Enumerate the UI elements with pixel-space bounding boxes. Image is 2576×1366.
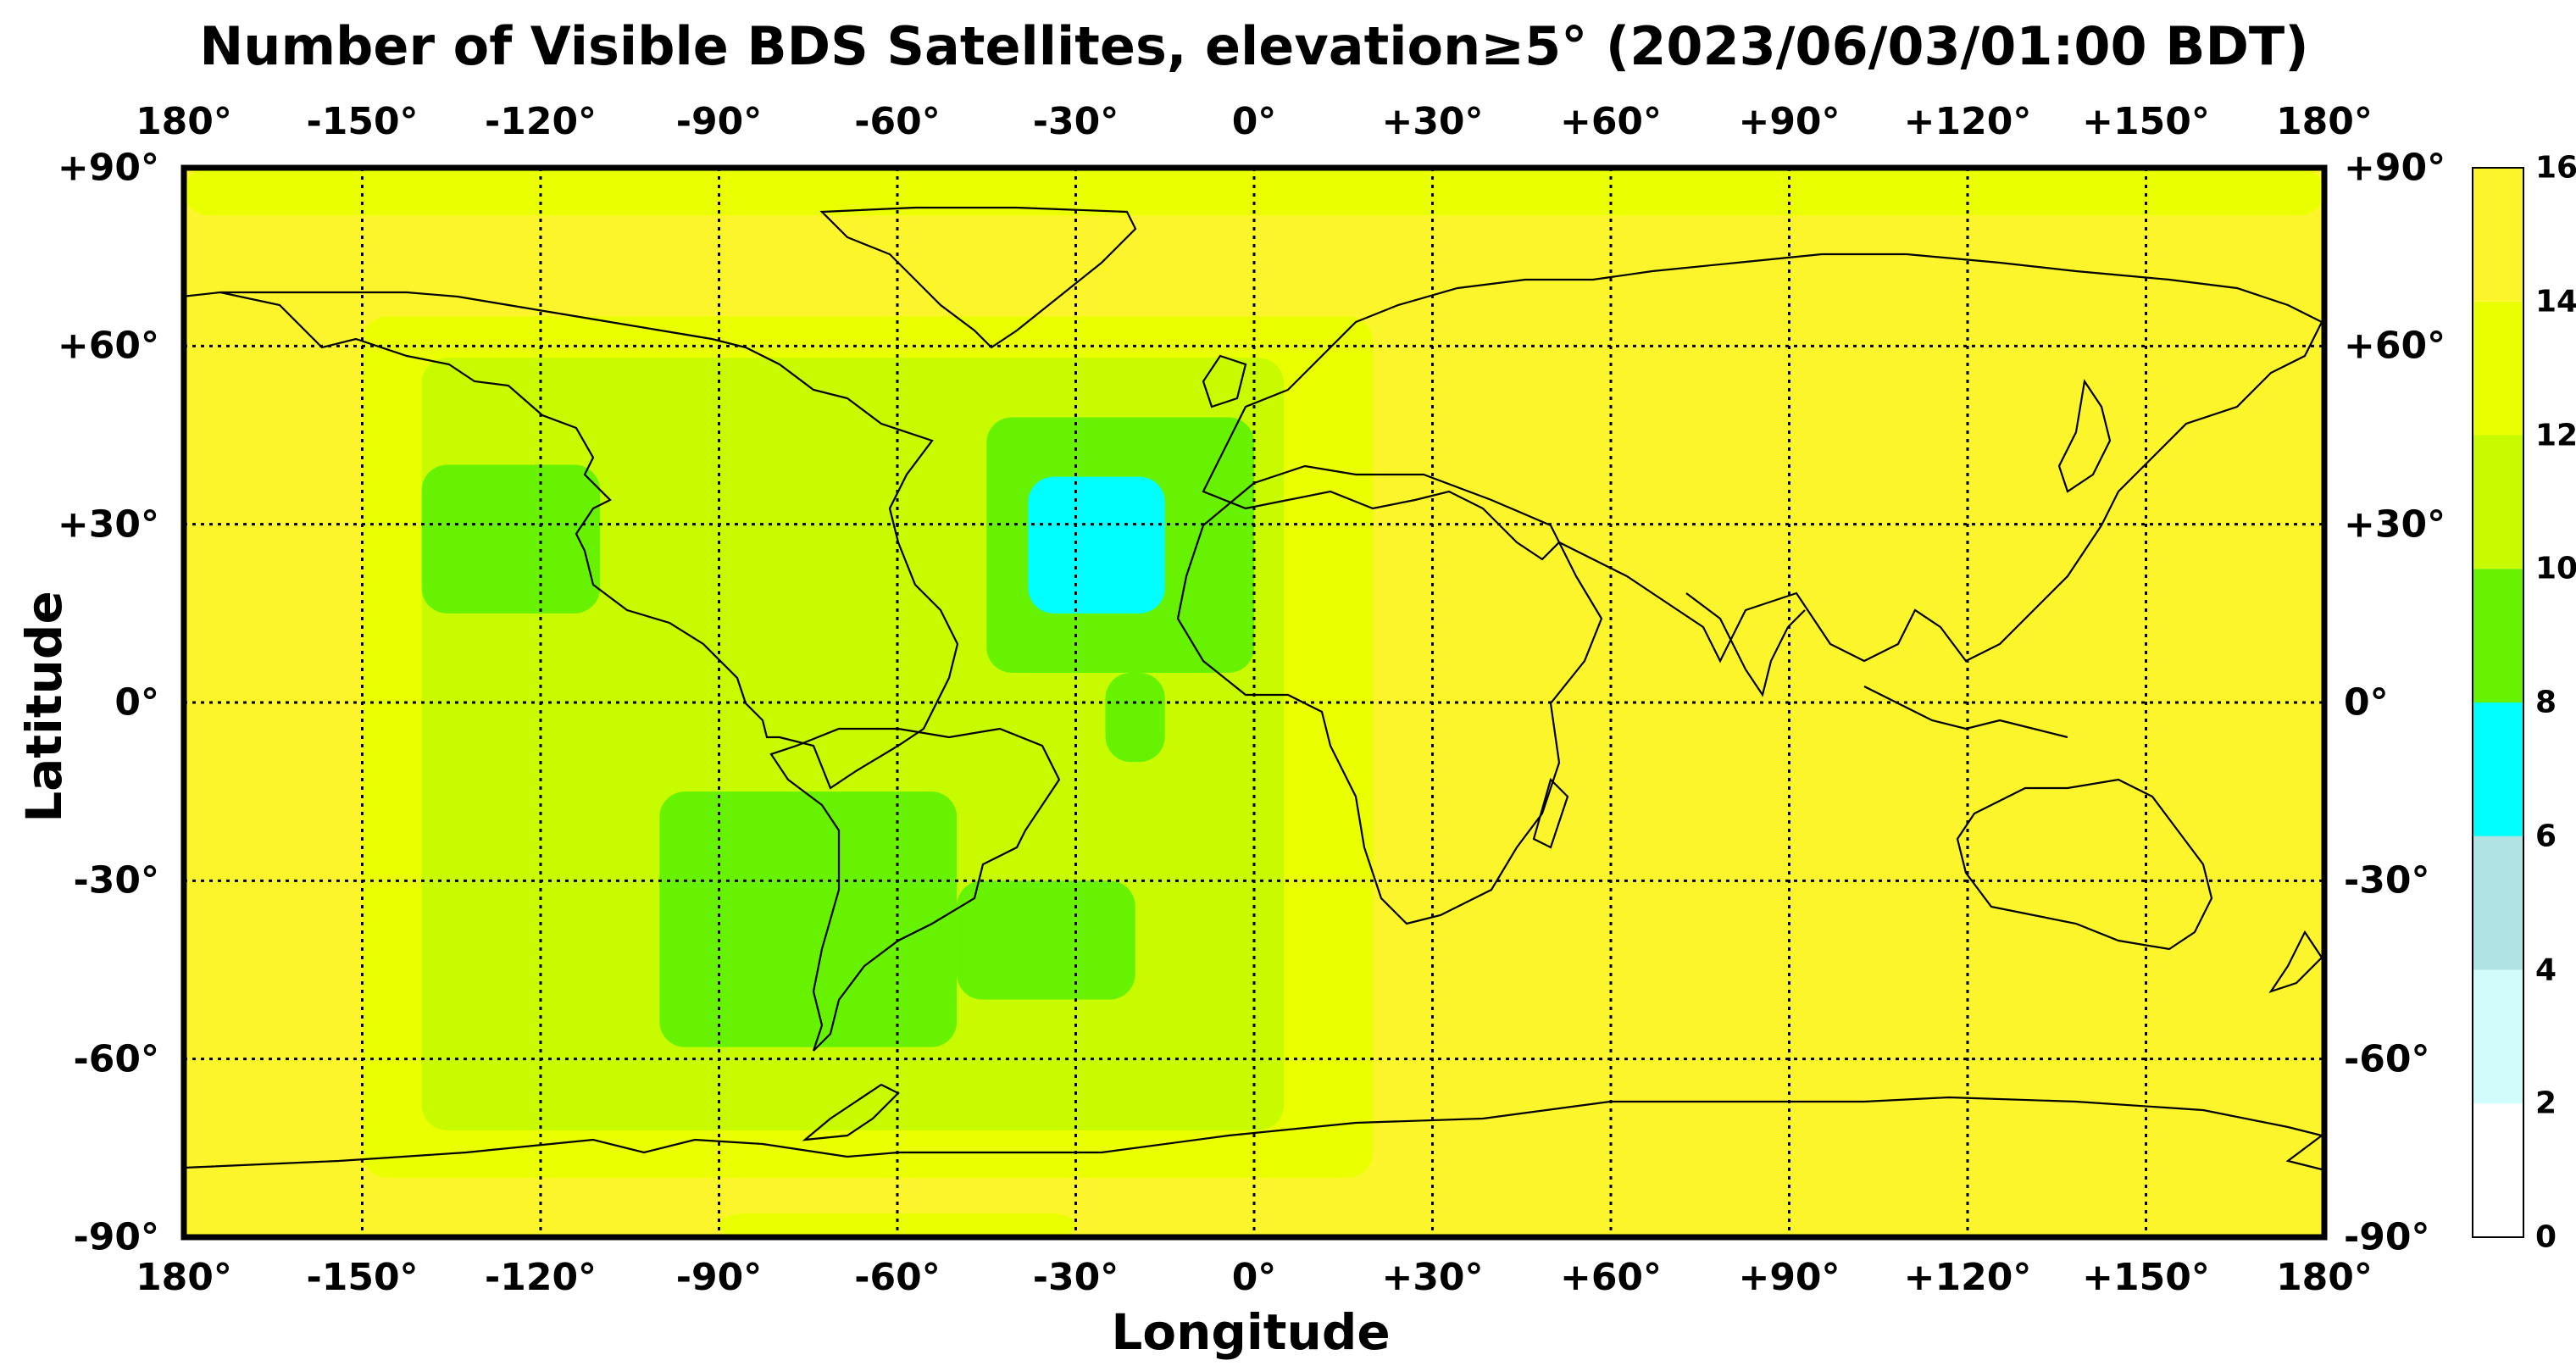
lat-tick-label: +90° [2344,146,2446,190]
lon-tick-label: +90° [1738,1256,1840,1299]
lon-tick-label: +150° [2082,100,2210,143]
madagascar-coast [1532,777,1569,849]
colorbar-tick-label: 6 [2535,819,2557,854]
lon-tick-label: +60° [1559,100,1663,143]
lat-tick-label: -90° [73,1215,160,1259]
lat-tick-label: -60° [2344,1037,2430,1081]
colorbar-segment [2473,1103,2523,1237]
lon-tick-label: -90° [675,100,763,143]
new-zealand-coast [2268,930,2323,994]
lon-tick-label: 180° [2276,1256,2373,1299]
region-south-america [659,791,958,1047]
lon-tick-label: 180° [2276,100,2373,143]
lon-tick-label: +30° [1381,100,1484,143]
lon-tick-label: -150° [306,100,419,143]
japan-coast [2057,379,2112,493]
colorbar-tick-label: 0 [2535,1219,2557,1255]
region-atlantic-cyan [1028,476,1165,614]
lon-tick-label: -150° [306,1256,419,1299]
lon-tick-label: 180° [136,100,232,143]
lat-tick-label: -60° [73,1037,160,1081]
region-south-atlantic [957,880,1135,1000]
colorbar-tick-label: 12 [2535,418,2576,453]
lon-tick-label: -90° [675,1256,763,1299]
british-isles-coast [1202,354,1247,408]
north-america-coast [181,291,959,790]
colorbar-tick-label: 2 [2535,1086,2557,1121]
chart-title: Number of Visible BDS Satellites, elevat… [199,15,2309,77]
eurasia-coast [1202,253,2323,664]
lat-tick-label: 0° [114,680,159,725]
lat-tick-label: -90° [2344,1215,2430,1259]
africa-coast [1176,464,1603,925]
colorbar-segment [2473,702,2523,836]
x-axis-label: Longitude [1111,1303,1391,1361]
lon-tick-label: +120° [1903,1256,2032,1299]
antarctic-peninsula-coast [802,1083,900,1141]
region-equatorial-atlantic [1105,672,1165,763]
lon-tick-label: 0° [1231,1256,1277,1299]
lon-tick-label: -30° [1032,1256,1119,1299]
lon-tick-label: -120° [484,1256,597,1299]
lon-tick-label: +90° [1738,100,1840,143]
lat-tick-label: +30° [2344,503,2446,547]
colorbar-tick-label: 4 [2535,952,2557,987]
lon-tick-label: +60° [1559,1256,1663,1299]
colorbar-tick-label: 10 [2535,551,2576,586]
lon-tick-label: 0° [1231,100,1277,143]
colorbar [2472,167,2524,1238]
lon-tick-label: +150° [2082,1256,2210,1299]
south-america-coast [769,727,1061,1052]
colorbar-frame [2472,167,2524,1238]
colorbar-segment [2473,569,2523,702]
australia-coast [1956,778,2213,951]
colorbar-tick-label: 8 [2535,685,2557,720]
colorbar-segment [2473,435,2523,569]
lat-tick-label: +30° [57,503,159,547]
lat-tick-label: +90° [57,146,159,190]
lat-tick-label: +60° [2344,324,2446,368]
lat-tick-label: 0° [2344,680,2389,725]
antarctica-coast [183,1096,2324,1171]
lon-tick-label: -60° [854,100,941,143]
colorbar-tick-label: 16 [2535,150,2576,186]
lon-tick-label: -120° [484,100,597,143]
lat-tick-label: -30° [73,858,160,902]
colorbar-segment [2473,301,2523,436]
region-polar-north [184,168,2324,216]
lon-tick-label: -60° [854,1256,941,1299]
colorbar-segment [2473,836,2523,970]
map-frame [180,164,2328,1241]
lon-tick-label: 180° [136,1256,232,1299]
region-antarctic-south [719,1213,1076,1237]
lon-tick-label: +30° [1381,1256,1484,1299]
region-north-east-pacific [421,464,601,614]
graticule [184,168,2324,1237]
lat-tick-label: +60° [57,324,159,368]
lat-tick-label: -30° [2344,858,2430,902]
lon-tick-label: -30° [1032,100,1119,143]
colorbar-segment [2473,969,2523,1104]
lon-tick-label: +120° [1903,100,2032,143]
colorbar-tick-label: 14 [2535,284,2576,319]
y-axis-label: Latitude [15,591,73,823]
colorbar-segment [2473,168,2523,302]
